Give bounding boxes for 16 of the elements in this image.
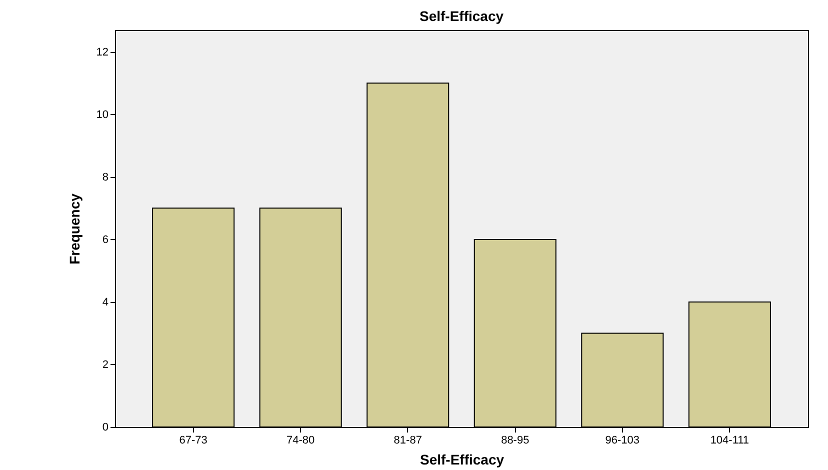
x-tick-label: 81-87 bbox=[394, 434, 422, 446]
y-tick-label: 6 bbox=[102, 234, 108, 246]
y-tick-label: 2 bbox=[102, 358, 108, 371]
chart-title: Self-Efficacy bbox=[419, 8, 504, 24]
y-tick-label: 4 bbox=[102, 296, 108, 308]
y-tick-label: 8 bbox=[102, 171, 108, 184]
y-tick-label: 0 bbox=[102, 422, 108, 434]
y-tick-label: 10 bbox=[96, 108, 108, 121]
x-tick-label: 74-80 bbox=[286, 434, 315, 446]
x-tick-label: 88-95 bbox=[501, 434, 530, 446]
y-tick-label: 12 bbox=[96, 46, 108, 58]
y-axis-title: Frequency bbox=[66, 193, 82, 264]
x-axis-title: Self-Efficacy bbox=[420, 452, 504, 468]
x-tick-label: 96-103 bbox=[605, 434, 640, 446]
x-tick-label: 104-111 bbox=[710, 434, 750, 446]
x-tick-label: 67-73 bbox=[179, 434, 208, 446]
